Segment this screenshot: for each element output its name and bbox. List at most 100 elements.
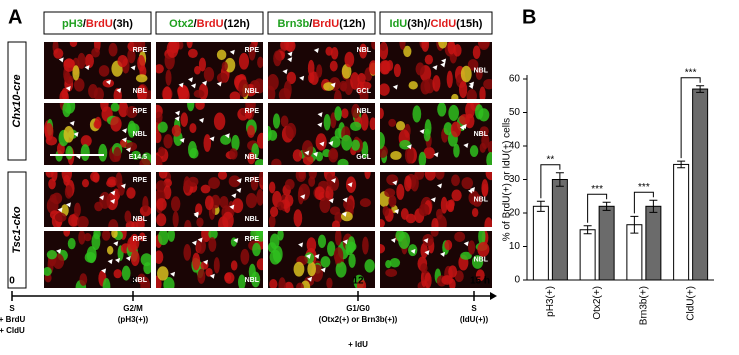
cell [98, 65, 110, 77]
cell [198, 57, 207, 72]
cell [333, 247, 344, 264]
cells [156, 103, 263, 165]
cell [208, 237, 217, 252]
cell [117, 54, 128, 68]
cell [229, 91, 241, 99]
cell [111, 231, 118, 239]
cell [83, 233, 92, 242]
header-part: (12h) [339, 18, 366, 30]
significance-label: *** [591, 184, 603, 195]
cells [380, 231, 490, 288]
arrowhead [392, 84, 398, 90]
image-label: NBL [474, 256, 489, 263]
cell [44, 123, 54, 141]
cell [208, 177, 220, 189]
arrowhead [440, 251, 446, 257]
cell [330, 47, 339, 60]
cell [224, 272, 232, 282]
cell [334, 231, 342, 246]
cell [356, 279, 367, 288]
cell [126, 187, 136, 199]
image-label: RPE [133, 177, 148, 184]
cell [341, 108, 349, 119]
cell [203, 67, 215, 82]
image-label: NBL [474, 131, 489, 138]
cell [404, 175, 412, 192]
cell [329, 136, 341, 148]
cell [80, 135, 92, 147]
cell [420, 263, 428, 274]
cell [293, 209, 303, 227]
cell [65, 145, 74, 160]
arrowhead [314, 253, 320, 259]
cell [208, 231, 218, 240]
arrowhead [436, 183, 442, 189]
cell [319, 197, 331, 214]
timeline-tick-label: 15 h [470, 276, 490, 287]
micrograph: RPE NBL [156, 172, 263, 227]
cell [218, 216, 229, 227]
arrowhead [58, 57, 64, 63]
cell [447, 42, 456, 55]
cell [424, 172, 436, 181]
cell [167, 231, 175, 242]
cell [165, 69, 172, 86]
cell [320, 256, 331, 268]
cell [421, 42, 430, 52]
cell [136, 217, 145, 227]
cell [162, 86, 172, 99]
arrowhead [84, 65, 90, 71]
cell [380, 42, 387, 51]
cell [256, 231, 263, 242]
y-tick-label: 10 [509, 241, 521, 252]
cell [187, 140, 197, 159]
cell [385, 260, 392, 269]
column-header: pH3/BrdU(3h) [62, 18, 133, 30]
cell [156, 131, 162, 144]
timeline-arrow [490, 292, 497, 300]
cell [113, 269, 122, 279]
image-label: NBL [245, 216, 260, 223]
arrowhead [313, 48, 319, 54]
timeline-phase: S [9, 304, 15, 313]
cell [284, 179, 295, 190]
cell [272, 113, 281, 129]
micrograph: RPE NBL E14.5 [44, 103, 151, 165]
cell [221, 61, 228, 72]
micrograph: NBL [380, 103, 492, 165]
cell [486, 152, 492, 165]
significance-bracket [540, 164, 561, 199]
x-tick-label: Brn3b(+) [639, 286, 650, 325]
cell [78, 231, 86, 245]
cell [285, 122, 297, 139]
cell [466, 89, 477, 99]
cell [351, 103, 361, 119]
cell [293, 261, 305, 277]
significance-bracket [633, 191, 654, 214]
arrowhead [198, 117, 204, 123]
header-part: / [309, 18, 312, 30]
timeline-tick-label: 12 [352, 276, 364, 287]
micrograph [268, 172, 375, 227]
cell [307, 261, 316, 277]
cell [258, 172, 263, 186]
cells [44, 103, 151, 165]
cell [440, 196, 448, 214]
cell [420, 79, 431, 95]
cell [396, 183, 405, 200]
arrowhead [101, 268, 107, 274]
x-tick-label: pH3(+) [545, 286, 556, 317]
cell [203, 134, 212, 152]
cell [295, 172, 307, 183]
cell [380, 131, 385, 150]
micrograph: RPE NBL [156, 42, 263, 99]
cell [437, 103, 447, 117]
arrowhead [197, 237, 203, 243]
arrowhead [440, 62, 446, 68]
cell [453, 143, 460, 158]
timeline-phase: + CldU [0, 326, 25, 335]
error-bar [696, 85, 705, 93]
header-part: / [194, 18, 197, 30]
cell [384, 188, 396, 198]
